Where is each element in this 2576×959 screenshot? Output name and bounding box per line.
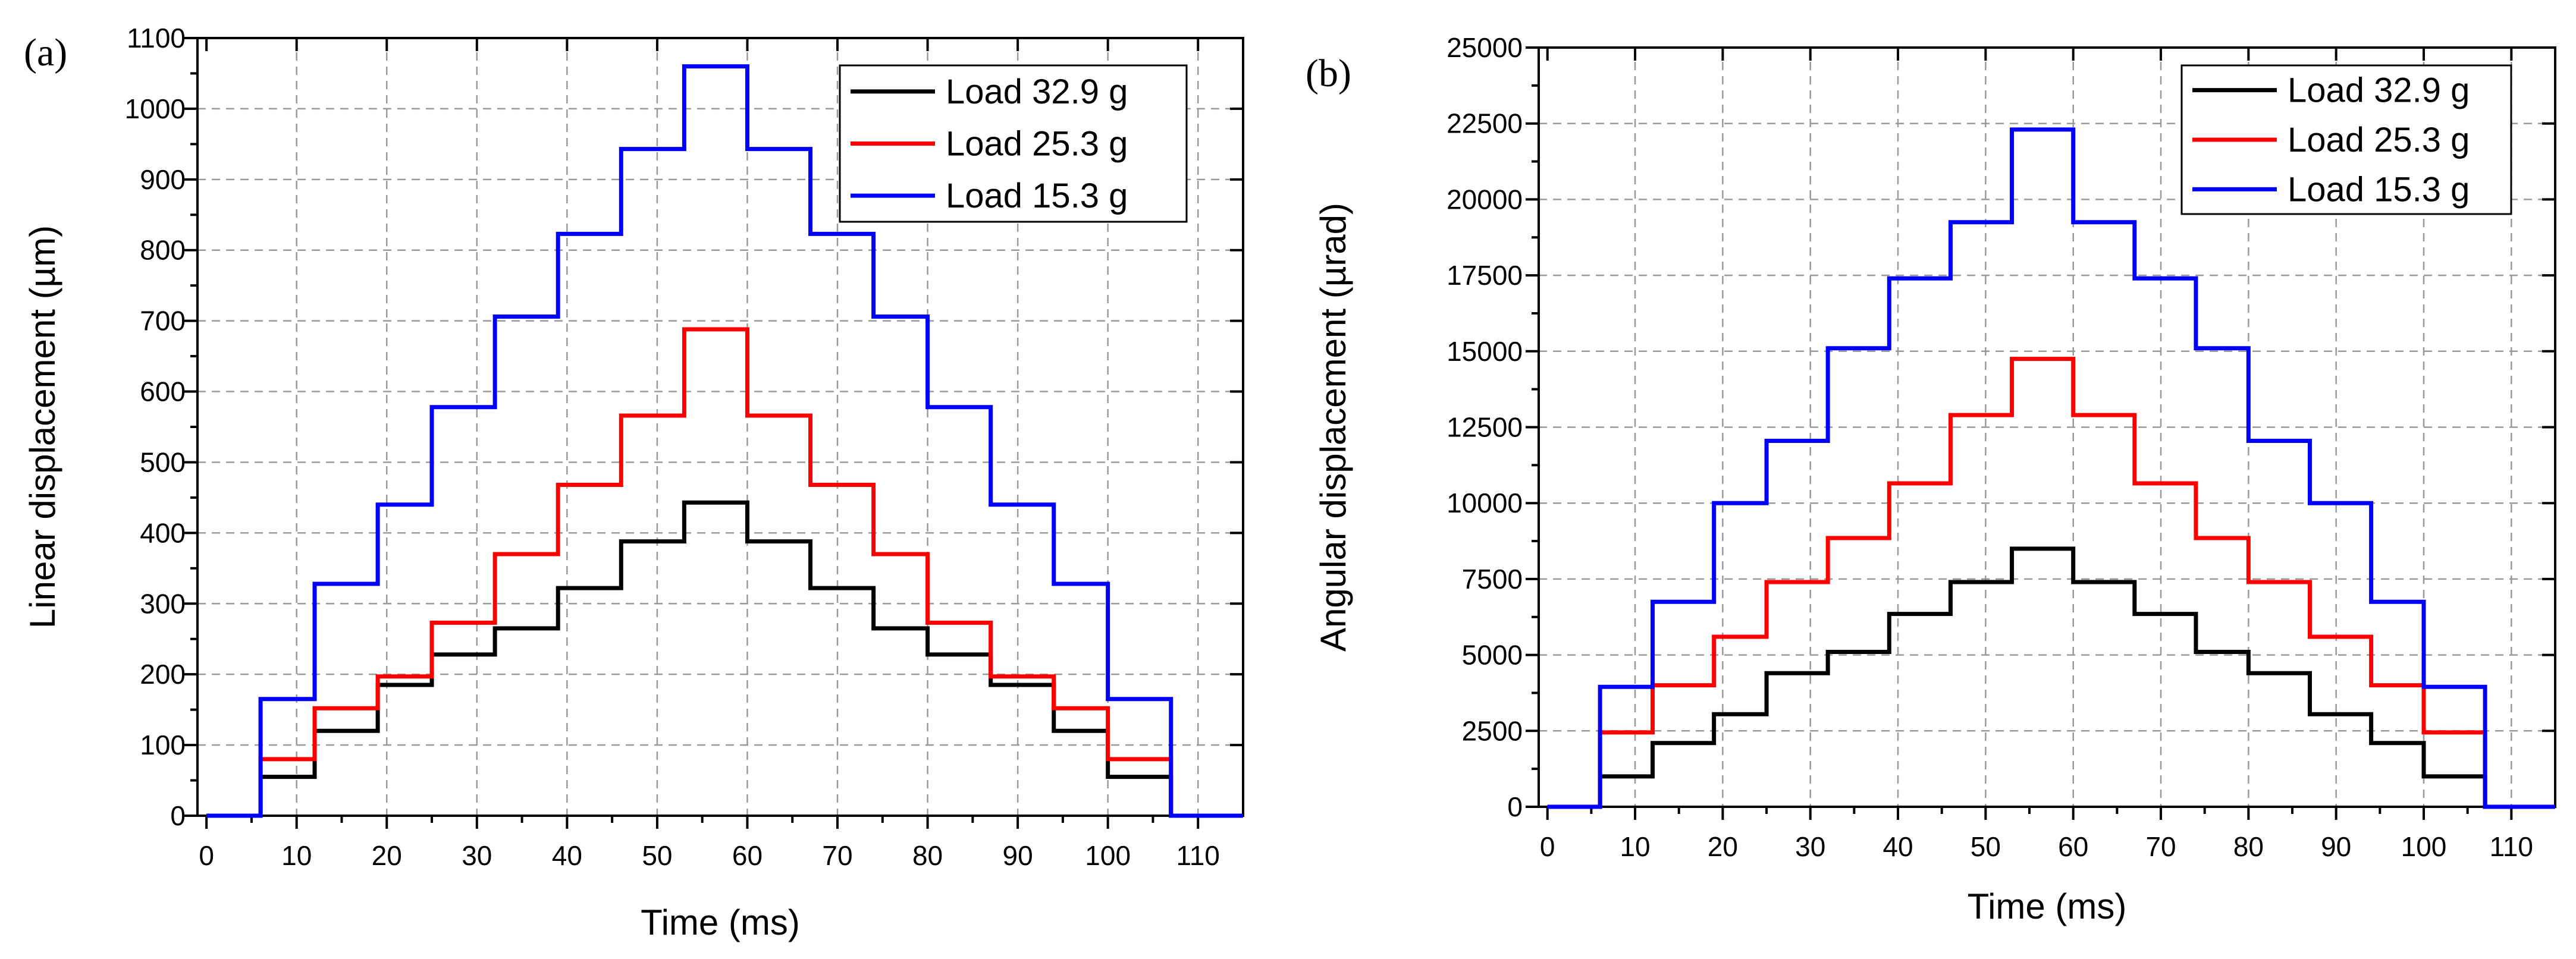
x-tick-label: 40 xyxy=(1882,831,1913,862)
chart-panel-b: 0 10 20 30 40 50 60 70 80 90 100 110 0 2500 5000 7500 10… xyxy=(1306,32,2556,926)
series-line-load-25-3-g xyxy=(1547,357,2555,809)
y-tick-label: 17500 xyxy=(1447,260,1523,291)
y-tick-label: 22500 xyxy=(1447,108,1523,139)
legend-label: Load 25.3 g xyxy=(2288,121,2470,159)
x-tick-label: 70 xyxy=(822,840,852,871)
x-tick-label: 110 xyxy=(1176,840,1220,871)
x-tick-label: 80 xyxy=(912,840,943,871)
y-tick-label: 800 xyxy=(140,235,186,266)
x-tick-label: 50 xyxy=(642,840,672,871)
y-tick-label: 400 xyxy=(140,517,186,548)
y-axis-title: Angular displacement (µrad) xyxy=(1313,203,1353,652)
y-tick-label: 1000 xyxy=(125,93,186,124)
x-tick-label: 30 xyxy=(1795,831,1825,862)
x-tick-label: 30 xyxy=(462,840,492,871)
y-tick-label: 600 xyxy=(140,376,186,407)
panel-label: (a) xyxy=(24,31,67,74)
x-tick-label: 60 xyxy=(732,840,763,871)
y-tick-label: 100 xyxy=(140,730,186,760)
x-tick-label: 50 xyxy=(1971,831,2001,862)
x-tick-label: 0 xyxy=(199,840,214,871)
x-tick-label: 70 xyxy=(2145,831,2176,862)
x-tick-label: 90 xyxy=(1003,840,1033,871)
legend-label: Load 32.9 g xyxy=(946,73,1128,111)
legend-label: Load 25.3 g xyxy=(946,125,1128,163)
x-tick-label: 100 xyxy=(1085,840,1131,871)
y-tick-label: 200 xyxy=(140,659,186,690)
y-tick-label: 7500 xyxy=(1462,564,1523,595)
y-tick-label: 5000 xyxy=(1462,640,1523,671)
x-tick-label: 60 xyxy=(2058,831,2088,862)
y-tick-label: 1100 xyxy=(127,23,186,54)
y-tick-label: 15000 xyxy=(1447,336,1523,367)
x-tick-label: 0 xyxy=(1540,831,1555,862)
chart-panel-a: 0 10 20 30 40 50 60 70 80 90 100 110010020030040050… xyxy=(23,23,1244,942)
y-axis-title: Linear displacement (µm) xyxy=(23,225,62,628)
y-tick-label: 0 xyxy=(1507,791,1523,822)
legend-label: Load 15.3 g xyxy=(946,177,1128,215)
series-line-load-32-9-g xyxy=(206,500,1243,818)
x-tick-label: 40 xyxy=(552,840,582,871)
legend: Load 32.9 g Load 25.3 g Load 15.3 g xyxy=(2180,64,2512,215)
x-tick-label: 100 xyxy=(2401,831,2447,862)
x-tick-label: 20 xyxy=(1708,831,1738,862)
y-tick-label: 700 xyxy=(140,306,186,337)
y-tick-label: 20000 xyxy=(1447,184,1523,215)
x-axis-title: Time (ms) xyxy=(1968,886,2127,926)
y-tick-label: 500 xyxy=(140,447,186,477)
panel-label: (b) xyxy=(1306,52,1351,95)
series-line-load-25-3-g xyxy=(206,327,1243,818)
y-tick-label: 12500 xyxy=(1447,412,1523,443)
x-tick-label: 10 xyxy=(1620,831,1650,862)
x-axis-title: Time (ms) xyxy=(641,903,800,942)
legend-label: Load 15.3 g xyxy=(2288,170,2470,209)
x-tick-label: 80 xyxy=(2233,831,2264,862)
x-tick-label: 10 xyxy=(281,840,312,871)
y-tick-label: 25000 xyxy=(1447,32,1523,63)
x-tick-label: 110 xyxy=(2490,831,2533,862)
y-tick-label: 10000 xyxy=(1447,488,1523,518)
legend-label: Load 32.9 g xyxy=(2288,71,2470,110)
y-tick-label: 900 xyxy=(140,164,186,195)
y-tick-label: 2500 xyxy=(1462,715,1523,746)
series-line-load-15-3-g xyxy=(206,64,1243,818)
x-tick-label: 90 xyxy=(2321,831,2351,862)
x-tick-label: 20 xyxy=(372,840,402,871)
y-tick-label: 0 xyxy=(170,800,186,831)
series-line-load-15-3-g xyxy=(1547,127,2555,809)
series-line-load-32-9-g xyxy=(1547,546,2555,809)
y-tick-label: 300 xyxy=(140,588,186,619)
legend: Load 32.9 g Load 25.3 g Load 15.3 g xyxy=(839,64,1188,223)
